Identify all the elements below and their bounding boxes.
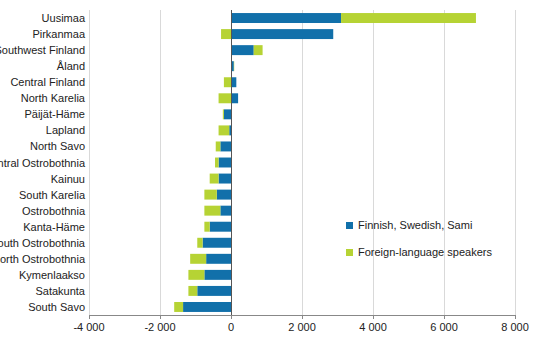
bar (221, 29, 231, 39)
bar (215, 158, 219, 168)
grid-line (515, 10, 516, 315)
category-label: Uusimaa (42, 12, 86, 24)
category-label: Southwest Finland (0, 44, 85, 56)
category-label: Kanta-Häme (23, 221, 85, 233)
category-label: South Savo (28, 301, 85, 313)
bar (210, 174, 219, 184)
legend-label: Finnish, Swedish, Sami (358, 219, 472, 231)
bar (231, 77, 236, 87)
bar (197, 238, 202, 248)
tick-label: 4 000 (359, 321, 387, 333)
bar (188, 270, 204, 280)
bar (231, 13, 341, 23)
category-label: Lapland (46, 124, 85, 136)
tick-mark (89, 315, 90, 319)
grid-line (89, 10, 90, 315)
bars (174, 13, 476, 312)
bar (217, 190, 231, 200)
category-label: South Karelia (19, 189, 86, 201)
x-axis-line (89, 315, 515, 316)
tick-label: -4 000 (73, 321, 104, 333)
tick-mark (302, 315, 303, 319)
category-label: Satakunta (35, 285, 85, 297)
category-label: Kymenlaakso (19, 269, 85, 281)
bar (224, 109, 231, 119)
category-label: Åland (57, 60, 85, 72)
bar (197, 286, 231, 296)
bar (219, 125, 230, 135)
bar (174, 302, 183, 312)
bar (183, 302, 231, 312)
bar (188, 286, 197, 296)
bar (204, 222, 209, 232)
category-label: North Savo (30, 140, 85, 152)
bar (190, 254, 206, 264)
bar (216, 141, 221, 151)
legend: Finnish, Swedish, Sami Foreign-language s… (346, 219, 492, 258)
tick-label: 8 000 (501, 321, 529, 333)
legend-swatch (346, 249, 353, 256)
bar (219, 93, 231, 103)
tick-mark (515, 315, 516, 319)
bar (204, 190, 216, 200)
grid-line (302, 10, 303, 315)
bar (231, 93, 238, 103)
tick-label: 0 (228, 321, 234, 333)
tick-label: -2 000 (144, 321, 175, 333)
bar (341, 13, 476, 23)
bar (254, 45, 263, 55)
tick-mark (231, 315, 232, 319)
grid-line (373, 10, 374, 315)
bar (219, 158, 231, 168)
category-label: South Ostrobothnia (0, 237, 86, 249)
grid-line (231, 10, 232, 315)
tick-mark (373, 315, 374, 319)
bar (220, 141, 231, 151)
bar (219, 174, 231, 184)
grid-line (444, 10, 445, 315)
tick-label: 2 000 (288, 321, 316, 333)
tick-mark (160, 315, 161, 319)
category-label: Päijät-Häme (24, 108, 85, 120)
tick-label: 6 000 (430, 321, 458, 333)
grid-line (160, 10, 161, 315)
category-label: Kainuu (51, 173, 85, 185)
tick-mark (444, 315, 445, 319)
bar (224, 77, 231, 87)
legend-swatch (346, 222, 353, 229)
bar (231, 29, 333, 39)
category-label: Central Ostrobothnia (0, 157, 86, 169)
chart: -4 000 -2 000 0 2 000 4 000 6 000 8 000 Uusimaa… (0, 0, 540, 342)
category-label: North Ostrobothnia (0, 253, 86, 265)
zero-line (231, 10, 232, 315)
bar (220, 206, 231, 216)
category-label: North Karelia (21, 92, 86, 104)
bar (203, 238, 231, 248)
category-label: Central Finland (10, 76, 85, 88)
bar (233, 61, 234, 71)
bar (231, 45, 254, 55)
bar (206, 254, 231, 264)
bar (204, 270, 231, 280)
bar (204, 206, 220, 216)
bar (223, 109, 224, 119)
category-label: Pirkanmaa (32, 28, 85, 40)
bar (210, 222, 231, 232)
category-label: Ostrobothnia (22, 205, 86, 217)
legend-label: Foreign-language speakers (358, 246, 492, 258)
